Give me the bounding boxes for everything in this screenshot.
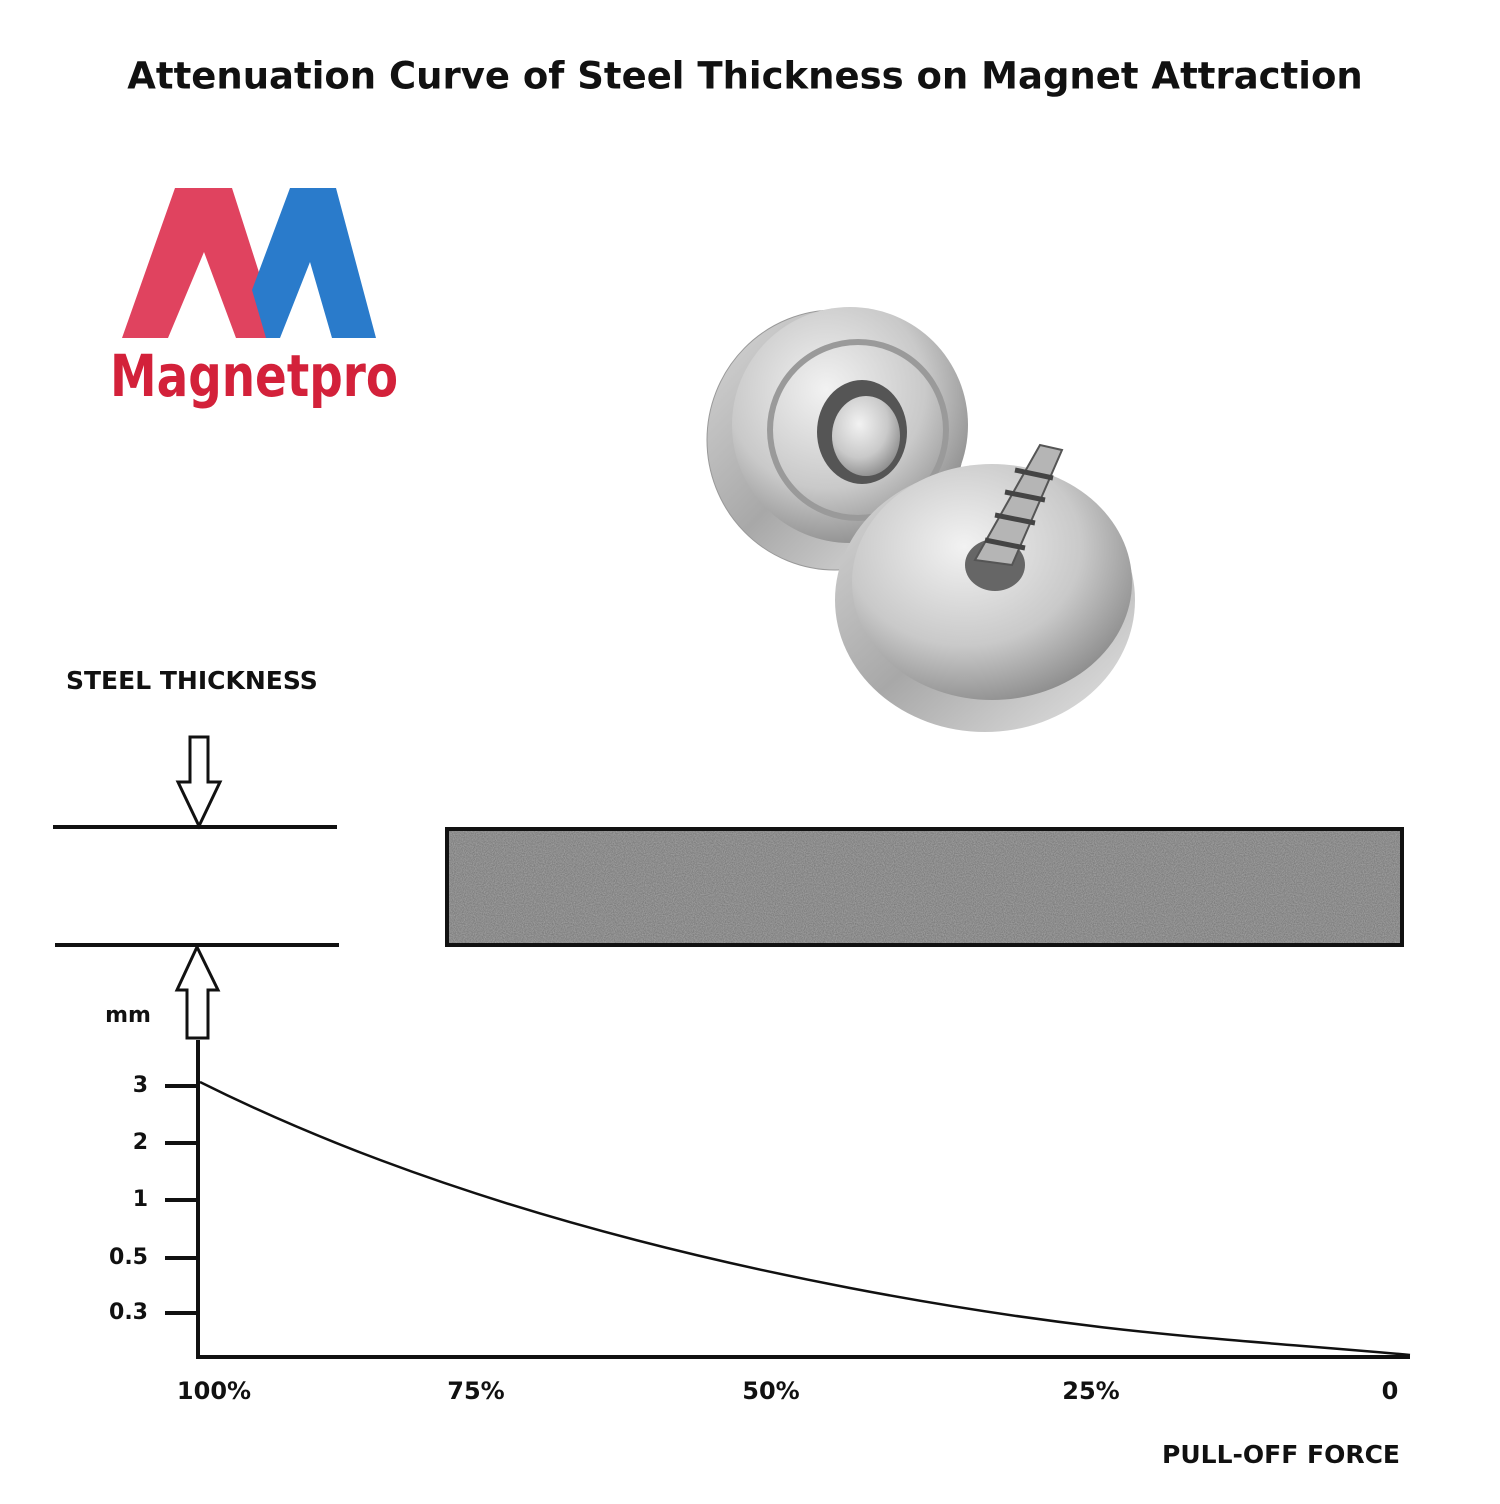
logo-red [122, 188, 280, 338]
x-tick-label: 25% [1062, 1377, 1119, 1405]
y-tick-label: 1 [133, 1187, 148, 1212]
steel-texture [449, 831, 1400, 943]
arrow-up [174, 943, 221, 1040]
title: Attenuation Curve of Steel Thickness on … [127, 55, 1362, 98]
x-tick-label: 0 [1382, 1377, 1399, 1405]
y-tick-label: 3 [133, 1073, 148, 1098]
x-ticks: 100% 75% 50% 25% 0 [177, 1377, 1398, 1405]
x-tick-label: 100% [177, 1377, 251, 1405]
y-tick-label: 0.5 [109, 1245, 148, 1270]
logo: Magnetpro [110, 188, 398, 410]
x-tick-label: 50% [742, 1377, 799, 1405]
x-axis-label: PULL-OFF FORCE [1162, 1440, 1400, 1469]
x-tick-label: 75% [447, 1377, 504, 1405]
y-tick-label: 0.3 [109, 1300, 148, 1325]
arrow-down [175, 735, 223, 830]
attenuation-curve [199, 1080, 1411, 1357]
thickness-label: STEEL THICKNESS [66, 666, 318, 695]
y-tick-label: 2 [133, 1130, 148, 1155]
magnet-photo [706, 307, 1135, 732]
y-ticks: 3 2 1 0.5 0.3 [109, 1073, 198, 1325]
logo-blue [252, 188, 376, 338]
logo-text: Magnetpro [110, 342, 398, 410]
y-unit: mm [105, 1003, 151, 1028]
